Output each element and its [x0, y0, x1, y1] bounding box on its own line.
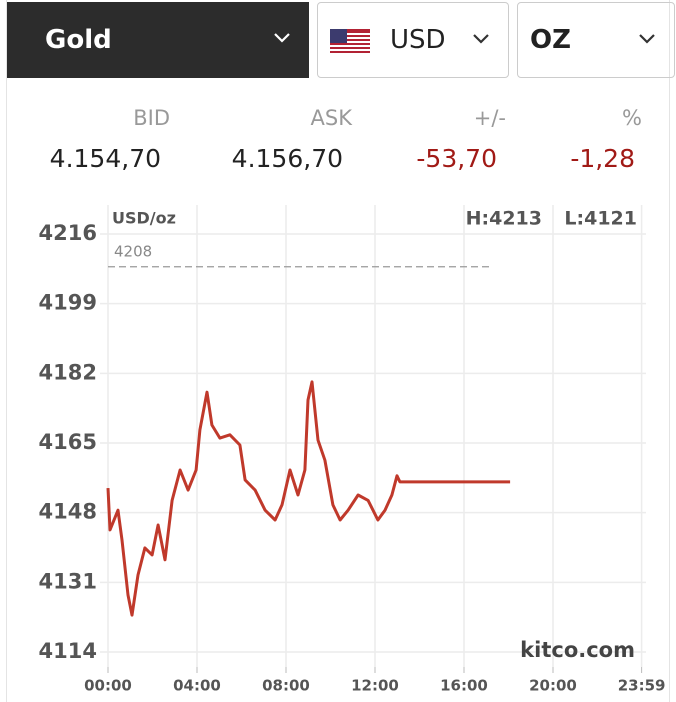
currency: USD: [390, 25, 446, 55]
chevron: [274, 33, 290, 43]
quote-value: -1,28: [570, 144, 635, 173]
price-line: [106, 380, 511, 617]
watermark: kitco.com: [520, 638, 635, 662]
chart: USD/oz H:4213 L:4121 kitco.com 4114 4131 4…: [39, 205, 666, 695]
x-tick-label: 20:00: [529, 677, 577, 695]
y-tick-label: 4182: [39, 360, 97, 384]
quote-label: +/-: [473, 106, 506, 130]
x-tick-label: 12:00: [351, 677, 399, 695]
unit-label: USD/oz: [112, 209, 176, 228]
commodity: Gold: [45, 25, 112, 55]
us-flag: [330, 29, 370, 55]
quote-value: -53,70: [416, 144, 497, 173]
y-tick-label: 4131: [39, 569, 97, 593]
chevron: [473, 34, 489, 44]
y-tick-label: 4148: [39, 500, 97, 524]
quote-label: %: [622, 106, 642, 130]
commodity-dropdown[interactable]: Gold: [7, 2, 309, 78]
x-tick-label: 08:00: [262, 677, 310, 695]
low-label: L:4121: [564, 208, 637, 230]
y-tick-label: 4216: [39, 221, 97, 245]
quote-value: 4.156,70: [231, 144, 343, 173]
x-tick-label: 23:59: [618, 677, 666, 695]
reference-label: 4208: [114, 242, 152, 260]
currency-dropdown[interactable]: USD: [317, 2, 509, 78]
y-tick-label: 4165: [39, 430, 97, 454]
x-tick-label: 16:00: [440, 677, 488, 695]
x-tick-label: 04:00: [173, 677, 221, 695]
y-tick-label: 4199: [39, 291, 97, 315]
chevron: [639, 34, 655, 44]
unit: OZ: [530, 25, 571, 55]
high-label: H:4213: [466, 208, 542, 230]
quote-label: ASK: [310, 106, 352, 130]
quote-label: BID: [133, 106, 170, 130]
quote-value: 4.154,70: [49, 144, 161, 173]
x-tick-label: 00:00: [84, 677, 132, 695]
unit-dropdown[interactable]: OZ: [517, 2, 675, 78]
y-tick-label: 4114: [39, 639, 97, 663]
widget-frame: [6, 0, 670, 702]
